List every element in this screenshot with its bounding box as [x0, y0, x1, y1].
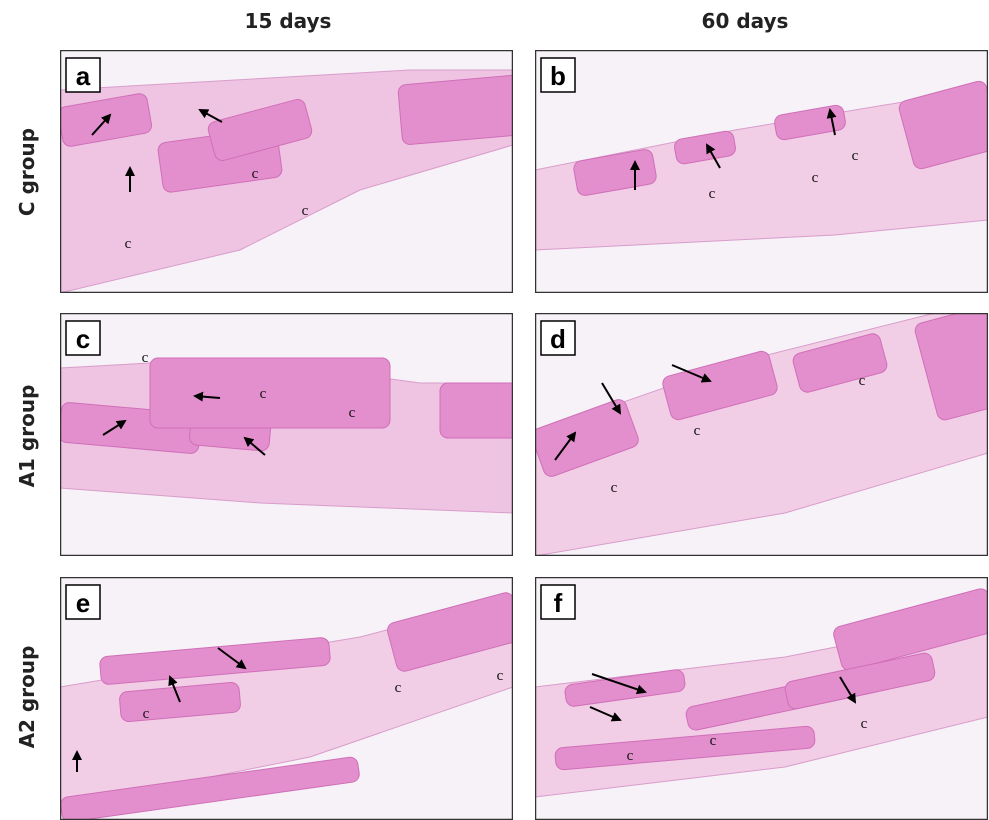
- annotation: c: [302, 203, 309, 219]
- annotation: c: [710, 733, 717, 749]
- row-label: A2 group: [15, 646, 39, 749]
- annotation: c: [252, 166, 259, 182]
- micrograph-panel: e c c c: [60, 577, 525, 820]
- bone-tissue: [440, 383, 520, 438]
- micrograph-panel: b c c c: [535, 50, 989, 293]
- annotation: c: [852, 148, 859, 164]
- row-label: C group: [15, 128, 39, 216]
- panel-label: d: [550, 324, 566, 354]
- annotation: c: [497, 668, 504, 684]
- panel-label: c: [76, 324, 90, 354]
- panel-label: b: [550, 61, 566, 91]
- annotation: c: [260, 386, 267, 402]
- micrograph-panel: c c c c: [59, 313, 520, 556]
- annotation: c: [349, 405, 356, 421]
- column-header: 60 days: [702, 9, 789, 33]
- annotation: c: [694, 423, 701, 439]
- annotation: c: [125, 236, 132, 252]
- annotation: c: [812, 170, 819, 186]
- annotation: c: [395, 680, 402, 696]
- bone-tissue: [398, 75, 523, 145]
- row-label: A1 group: [15, 385, 39, 488]
- micrograph-panel: a c c c: [57, 50, 522, 293]
- micrograph-panel: d c c c: [529, 304, 989, 556]
- annotation: c: [143, 706, 150, 722]
- panel-label: f: [554, 588, 563, 618]
- annotation: c: [611, 480, 618, 496]
- annotation: c: [861, 716, 868, 732]
- panel-label: a: [76, 61, 91, 91]
- panel-label: e: [76, 588, 90, 618]
- micrograph-panel: f c c c: [535, 577, 989, 820]
- figure: 15 days 60 days C group A1 group A2 grou…: [0, 0, 989, 820]
- column-header: 15 days: [245, 9, 332, 33]
- annotation: c: [142, 350, 149, 366]
- annotation: c: [627, 748, 634, 764]
- annotation: c: [859, 373, 866, 389]
- annotation: c: [709, 186, 716, 202]
